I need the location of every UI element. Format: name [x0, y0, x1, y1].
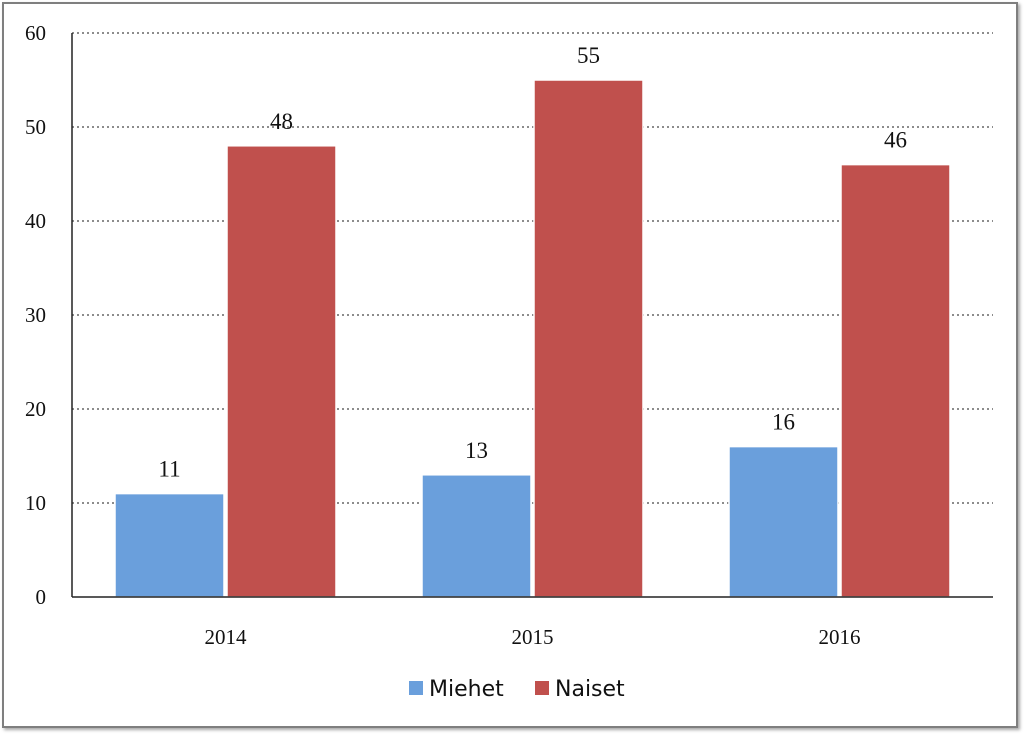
legend-swatch-naiset	[535, 681, 549, 695]
data-label: 46	[884, 128, 907, 153]
axes	[71, 33, 993, 598]
data-label: 11	[158, 457, 180, 482]
bar-miehet-2016	[728, 445, 839, 598]
x-tick-labels: 2014 2015 2016	[205, 625, 861, 649]
data-label: 13	[465, 438, 488, 463]
legend-label: Naiset	[555, 677, 625, 702]
x-tick-label: 2014	[205, 625, 248, 649]
y-tick-labels: 0 10 20 30 40 50 60	[25, 21, 46, 609]
y-tick-label: 60	[25, 21, 46, 45]
data-labels: 11 48 13 55 16 46	[158, 43, 907, 482]
bar-naiset-2016	[840, 163, 951, 598]
data-label: 16	[772, 410, 795, 435]
legend-label: Miehet	[429, 677, 504, 702]
legend-swatch-miehet	[409, 681, 423, 695]
y-tick-label: 30	[25, 303, 46, 327]
x-tick-label: 2015	[512, 625, 554, 649]
bars	[114, 79, 951, 598]
y-tick-label: 10	[25, 491, 46, 515]
bar-naiset-2015	[533, 79, 644, 598]
y-tick-label: 40	[25, 209, 46, 233]
gridlines	[72, 32, 993, 504]
x-tick-label: 2016	[819, 625, 861, 649]
bar-naiset-2014	[226, 145, 337, 598]
y-tick-label: 50	[25, 115, 46, 139]
bar-miehet-2014	[114, 492, 225, 598]
legend: Miehet Naiset	[409, 677, 625, 702]
data-label: 55	[577, 43, 600, 68]
y-tick-label: 0	[36, 585, 47, 609]
data-label: 48	[270, 109, 293, 134]
y-tick-label: 20	[25, 397, 46, 421]
bar-miehet-2015	[421, 474, 532, 598]
